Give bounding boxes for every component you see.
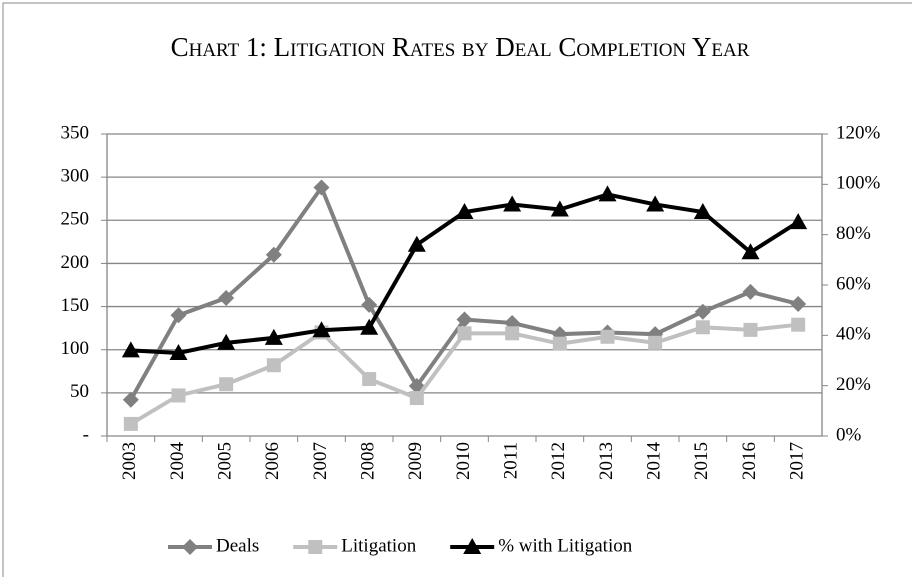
point bbox=[265, 246, 282, 263]
point bbox=[122, 391, 139, 408]
point bbox=[600, 329, 615, 344]
point bbox=[693, 203, 712, 220]
legend-marker bbox=[463, 538, 482, 554]
y2-tick-label: 0% bbox=[836, 424, 862, 445]
point bbox=[171, 388, 186, 403]
point bbox=[123, 416, 138, 431]
point bbox=[598, 185, 617, 202]
point bbox=[264, 328, 283, 345]
x-tick-label: 2005 bbox=[215, 442, 236, 480]
point bbox=[694, 303, 711, 320]
x-tick-label: 2017 bbox=[787, 442, 808, 480]
point bbox=[361, 296, 378, 313]
y-tick-label: 150 bbox=[61, 295, 90, 316]
x-tick-label: 2015 bbox=[691, 442, 712, 480]
point bbox=[742, 283, 759, 300]
y-tick-label: 300 bbox=[61, 166, 90, 187]
point bbox=[503, 195, 522, 212]
y2-tick-label: 40% bbox=[836, 324, 871, 345]
x-tick-label: 2012 bbox=[548, 442, 569, 480]
x-tick-label: 2008 bbox=[358, 442, 379, 480]
y-tick-label: 250 bbox=[61, 209, 90, 230]
x-tick-label: 2009 bbox=[405, 442, 426, 480]
point bbox=[648, 335, 663, 350]
point bbox=[217, 333, 236, 350]
series-line bbox=[129, 183, 799, 401]
point bbox=[455, 203, 474, 220]
x-tick-label: 2014 bbox=[644, 442, 665, 481]
point bbox=[791, 317, 806, 332]
legend-label: % with Litigation bbox=[498, 535, 633, 556]
point bbox=[170, 307, 187, 324]
x-tick-label: 2004 bbox=[167, 442, 188, 481]
point bbox=[646, 195, 665, 212]
point bbox=[457, 326, 472, 341]
chart-title: Chart 1: Litigation Rates by Deal Comple… bbox=[170, 32, 750, 62]
point bbox=[505, 326, 520, 341]
point bbox=[789, 213, 808, 230]
x-tick-label: 2016 bbox=[739, 442, 760, 480]
legend-label: Deals bbox=[216, 535, 259, 556]
point bbox=[695, 320, 710, 335]
x-tick-label: 2011 bbox=[501, 442, 522, 479]
point bbox=[266, 358, 281, 373]
point bbox=[121, 341, 140, 358]
y-tick-label: 50 bbox=[70, 381, 89, 402]
point bbox=[550, 200, 569, 217]
y2-tick-label: 120% bbox=[836, 122, 881, 143]
legend-label: Litigation bbox=[341, 535, 416, 556]
x-tick-label: 2006 bbox=[262, 442, 283, 480]
point bbox=[743, 322, 758, 337]
y2-tick-label: 80% bbox=[836, 223, 871, 244]
y2-tick-label: 100% bbox=[836, 173, 881, 194]
point bbox=[313, 179, 330, 196]
x-tick-label: 2010 bbox=[453, 442, 474, 480]
y-tick-label: 350 bbox=[61, 122, 90, 143]
x-tick-label: 2007 bbox=[310, 442, 331, 480]
y-tick-label: 200 bbox=[61, 252, 90, 273]
point bbox=[169, 343, 188, 360]
point bbox=[741, 243, 760, 260]
legend-marker bbox=[308, 540, 323, 554]
legend-marker bbox=[182, 539, 198, 555]
point bbox=[219, 377, 234, 392]
x-tick-label: 2003 bbox=[119, 442, 140, 480]
x-tick-label: 2013 bbox=[596, 442, 617, 480]
point bbox=[360, 318, 379, 335]
y2-tick-label: 60% bbox=[836, 273, 871, 294]
point bbox=[790, 295, 807, 312]
point bbox=[407, 235, 426, 252]
y-tick-label: - bbox=[83, 424, 89, 445]
point bbox=[552, 336, 567, 351]
point bbox=[456, 311, 473, 328]
y-tick-label: 100 bbox=[61, 338, 90, 359]
point bbox=[312, 321, 331, 338]
y2-tick-label: 20% bbox=[836, 374, 871, 395]
point bbox=[218, 289, 235, 306]
point bbox=[362, 372, 377, 387]
point bbox=[409, 391, 424, 406]
